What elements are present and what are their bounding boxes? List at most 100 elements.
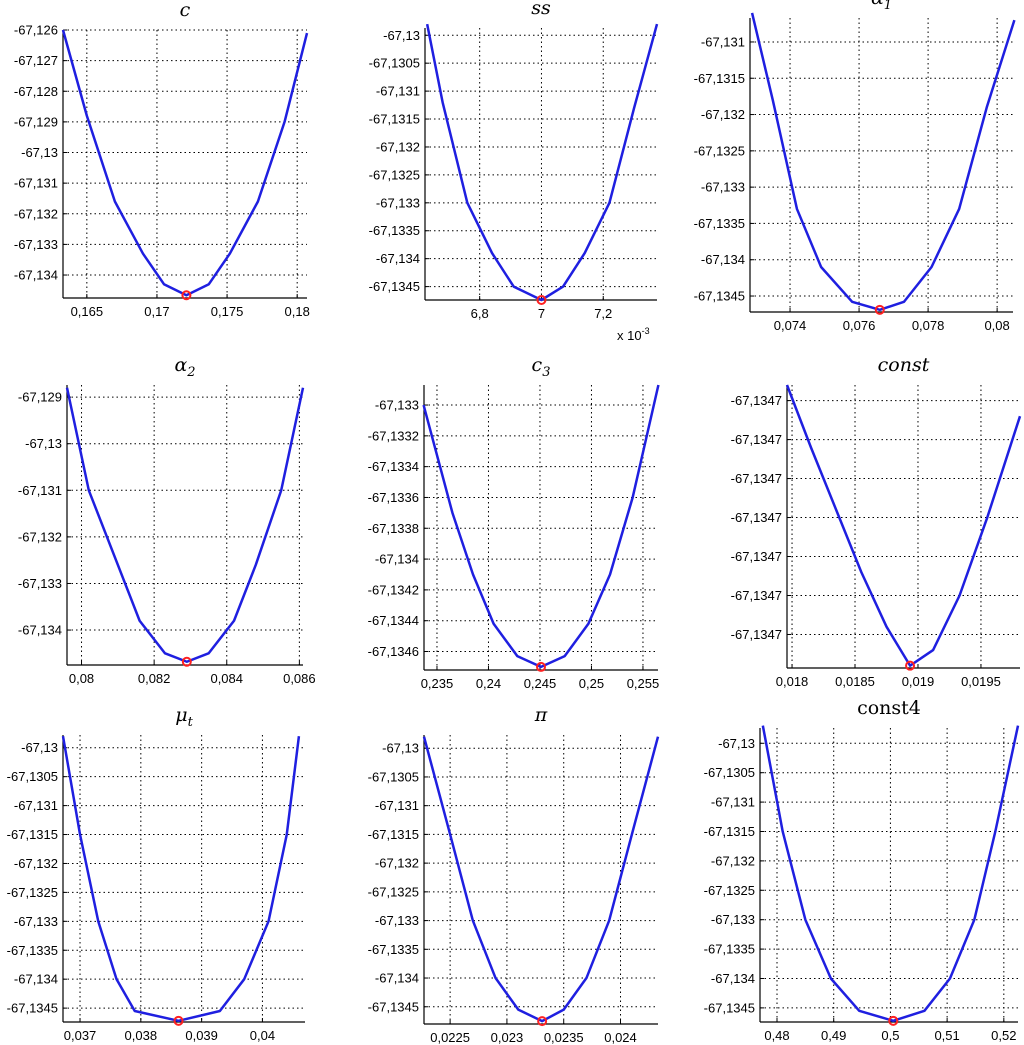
y-tick-label: -67,129 bbox=[14, 114, 58, 129]
y-tick-label: -67,1345 bbox=[7, 1001, 58, 1016]
y-tick-label: -67,1305 bbox=[369, 56, 420, 71]
title-subscript: t bbox=[188, 715, 194, 730]
x-tick-label: 0,074 bbox=[774, 318, 807, 333]
title-text: μ bbox=[175, 704, 187, 726]
title-text: const4 bbox=[857, 697, 921, 719]
x-tick-label: 0,165 bbox=[71, 304, 104, 319]
subplot-title: c3 bbox=[532, 354, 551, 380]
y-tick-label: -67,131 bbox=[375, 798, 419, 813]
y-tick-label: -67,1347 bbox=[731, 549, 782, 564]
title-text: c bbox=[532, 354, 543, 376]
x-tick-label: 0,0235 bbox=[544, 1030, 584, 1045]
title-text: c bbox=[180, 0, 191, 21]
y-tick-label: -67,133 bbox=[18, 576, 62, 591]
x-tick-label: 0,018 bbox=[776, 674, 809, 689]
title-text: α bbox=[871, 0, 884, 9]
y-tick-label: -67,13 bbox=[21, 740, 58, 755]
y-tick-label: -67,1345 bbox=[368, 999, 419, 1014]
curve bbox=[761, 725, 1020, 1023]
y-tick-label: -67,133 bbox=[701, 180, 745, 195]
y-tick-label: -67,131 bbox=[14, 176, 58, 191]
subplot: ss 6,8 7 7,2 -67,13 -67,1305 -67,131 -67,1315 -6… bbox=[369, 0, 659, 343]
y-tick-label: -67,1336 bbox=[368, 490, 419, 505]
y-tick-label: -67,1325 bbox=[694, 143, 745, 158]
x-tick-label: 0,023 bbox=[491, 1030, 524, 1045]
optimum-marker bbox=[888, 1015, 899, 1026]
y-tick-label: -67,134 bbox=[375, 552, 419, 567]
x-tick-label: 0,038 bbox=[125, 1028, 158, 1043]
x-tick-label: 0,0195 bbox=[961, 674, 1001, 689]
title-subscript: 2 bbox=[186, 365, 195, 380]
optimum-marker bbox=[536, 295, 547, 305]
y-tick-label: -67,133 bbox=[14, 237, 58, 252]
title-text: α bbox=[174, 354, 187, 376]
y-tick-label: -67,134 bbox=[376, 251, 420, 266]
title-text: ss bbox=[531, 0, 551, 19]
y-tick-label: -67,1325 bbox=[368, 884, 419, 899]
y-tick-label: -67,1335 bbox=[368, 942, 419, 957]
y-tick-label: -67,132 bbox=[375, 856, 419, 871]
x-tick-label: 0,019 bbox=[902, 674, 935, 689]
y-tick-label: -67,126 bbox=[14, 23, 58, 38]
y-tick-label: -67,1335 bbox=[704, 942, 755, 957]
y-tick-label: -67,133 bbox=[711, 912, 755, 927]
optimum-marker bbox=[537, 1016, 548, 1027]
optimum-marker bbox=[905, 660, 916, 671]
x-tick-label: 0,04 bbox=[250, 1028, 275, 1043]
y-tick-label: -67,1305 bbox=[368, 769, 419, 784]
x-tick-label: 0,235 bbox=[421, 676, 454, 691]
multiplier-base: x 10 bbox=[617, 328, 642, 343]
x-tick-label: 0,175 bbox=[211, 304, 244, 319]
y-tick-label: -67,1315 bbox=[704, 824, 755, 839]
optimum-marker bbox=[181, 290, 192, 301]
y-tick-label: -67,1315 bbox=[369, 112, 420, 127]
y-tick-label: -67,132 bbox=[376, 139, 420, 154]
optimum-marker bbox=[181, 656, 192, 667]
y-tick-label: -67,1347 bbox=[731, 471, 782, 486]
y-tick-label: -67,1332 bbox=[368, 428, 419, 443]
x-tick-label: 0,24 bbox=[476, 676, 501, 691]
subplot: α1 0,074 0,076 0,078 0,08 -67,131 -67,1315 -67,… bbox=[694, 0, 1016, 333]
y-tick-label: -67,13 bbox=[25, 436, 62, 451]
y-tick-label: -67,131 bbox=[376, 84, 420, 99]
y-tick-label: -67,128 bbox=[14, 84, 58, 99]
y-tick-label: -67,1325 bbox=[369, 167, 420, 182]
y-tick-label: -67,1315 bbox=[368, 827, 419, 842]
subplot-title: π bbox=[534, 704, 548, 726]
subplot: c 0,165 0,17 0,175 0,18 -67,126 -67,127 -67,128… bbox=[14, 0, 310, 319]
y-tick-label: -67,132 bbox=[14, 856, 58, 871]
y-tick-label: -67,1338 bbox=[368, 521, 419, 536]
x-tick-label: 0,48 bbox=[764, 1028, 789, 1043]
x-tick-label: 6,8 bbox=[471, 306, 489, 321]
y-tick-label: -67,134 bbox=[14, 268, 58, 283]
y-tick-label: -67,134 bbox=[18, 623, 62, 638]
x-tick-label: 0,245 bbox=[524, 676, 557, 691]
title-text: const bbox=[878, 354, 930, 376]
y-tick-label: -67,1315 bbox=[7, 827, 58, 842]
subplot-title: const4 bbox=[857, 697, 921, 719]
subplot-title: ss bbox=[531, 0, 551, 19]
x-tick-label: 0,039 bbox=[185, 1028, 218, 1043]
x-tick-label: 7,2 bbox=[594, 306, 612, 321]
y-tick-label: -67,131 bbox=[711, 795, 755, 810]
y-tick-label: -67,132 bbox=[18, 529, 62, 544]
curve bbox=[422, 384, 660, 669]
y-tick-label: -67,1347 bbox=[731, 510, 782, 525]
subplot: const4 0,48 0,49 0,5 0,51 0,52 -67,13 -67,1305 -… bbox=[704, 697, 1020, 1043]
curve bbox=[425, 23, 659, 302]
x-tick-label: 0,08 bbox=[69, 671, 94, 686]
y-tick-label: -67,132 bbox=[711, 853, 755, 868]
optimum-marker bbox=[536, 661, 546, 672]
subplot: const 0,018 0,0185 0,019 0,0195 -67,1347 -67,1… bbox=[731, 354, 1022, 689]
y-tick-label: -67,133 bbox=[375, 913, 419, 928]
subplot-title: α1 bbox=[871, 0, 892, 13]
y-tick-label: -67,131 bbox=[14, 798, 58, 813]
x-tick-label: 0,49 bbox=[821, 1028, 846, 1043]
subplot: c3 0,235 0,24 0,245 0,25 0,255 -67,133 -67,1332… bbox=[368, 354, 660, 691]
y-tick-label: -67,129 bbox=[18, 390, 62, 405]
y-tick-label: -67,1335 bbox=[369, 223, 420, 238]
y-tick-label: -67,13 bbox=[718, 736, 755, 751]
x-tick-label: 0,024 bbox=[604, 1030, 637, 1045]
y-tick-label: -67,134 bbox=[14, 972, 58, 987]
